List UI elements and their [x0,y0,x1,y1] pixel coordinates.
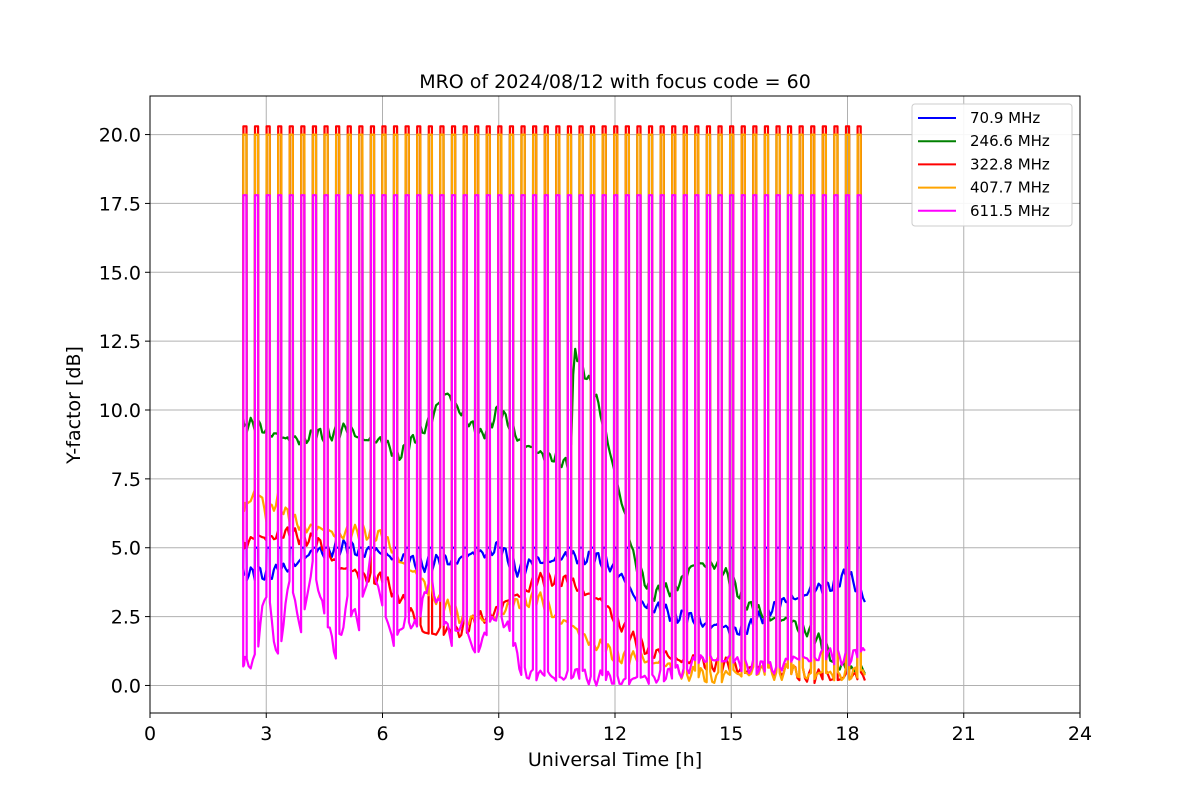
x-tick-label: 0 [144,723,156,745]
y-tick-label: 2.5 [111,607,141,629]
x-tick-label: 6 [376,723,388,745]
y-tick-label: 17.5 [99,193,141,215]
x-tick-label: 18 [835,723,859,745]
series-line-611_5-mhz [242,194,866,687]
x-tick-label: 24 [1068,723,1092,745]
series-layer [242,125,866,687]
x-tick-label: 3 [260,723,272,745]
x-axis-label: Universal Time [h] [528,749,702,771]
x-tick-label: 12 [603,723,627,745]
y-tick-label: 0.0 [111,675,141,697]
legend-box [911,103,1073,227]
chart-title: MRO of 2024/08/12 with focus code = 60 [419,71,811,93]
x-axis: 0 3 6 9 12 15 18 21 24 [144,713,1092,745]
y-tick-label: 5.0 [111,538,141,560]
y-tick-label: 15.0 [99,262,141,284]
series-line-407_7-mhz [242,133,866,684]
y-axis: 0.0 2.5 5.0 7.5 10.0 12.5 15.0 17.5 20.0 [99,125,150,697]
series-line-246_6-mhz [242,133,866,675]
y-axis-label: Y-factor [dB] [63,346,85,465]
legend-label: 407.7 MHz [970,179,1050,197]
x-tick-label: 15 [719,723,743,745]
legend-label: 70.9 MHz [970,109,1040,127]
y-tick-label: 7.5 [111,469,141,491]
legend: 70.9 MHz 246.6 MHz 322.8 MHz 407.7 MHz 611.5… [911,103,1073,227]
y-tick-label: 12.5 [99,331,141,353]
y-tick-label: 10.0 [99,400,141,422]
legend-label: 246.6 MHz [970,132,1050,150]
legend-label: 611.5 MHz [970,202,1050,220]
legend-label: 322.8 MHz [970,155,1050,173]
y-tick-label: 20.0 [99,125,141,147]
series-line-70_9-mhz [242,539,866,637]
x-tick-label: 21 [952,723,976,745]
x-tick-label: 9 [493,723,505,745]
